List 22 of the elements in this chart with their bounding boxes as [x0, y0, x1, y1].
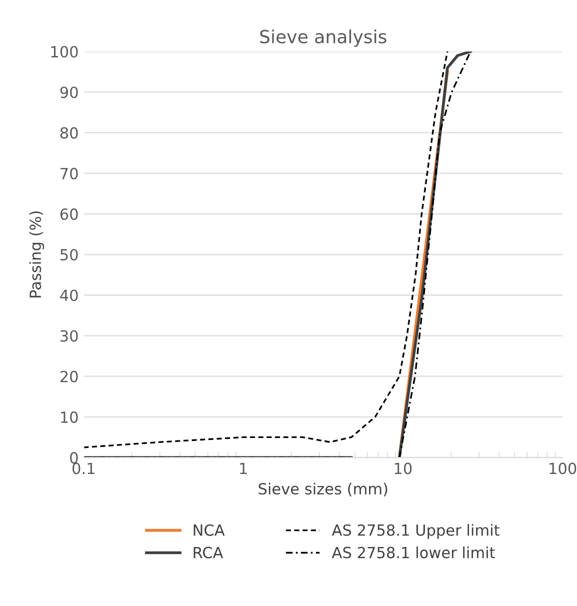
y-tick-label: 0	[70, 452, 78, 464]
y-tick-label: 10	[61, 411, 78, 423]
chart-title: Sieve analysis	[260, 29, 386, 47]
x-tick-label: 1	[240, 462, 247, 474]
y-tick-label: 100	[51, 46, 78, 58]
legend-label: AS 2758.1 Upper limit	[332, 524, 500, 539]
y-tick-label: 60	[60, 208, 78, 220]
x-tick-label: 0.1	[72, 462, 94, 474]
x-tick-label: 100	[550, 462, 576, 474]
y-axis-title: Passing (%)	[29, 211, 44, 298]
x-axis-title: Sieve sizes (mm)	[258, 482, 388, 496]
y-tick-label: 20	[60, 370, 78, 382]
y-tick-label: 90	[60, 86, 78, 98]
y-tick-label: 50	[60, 248, 78, 261]
y-tick-label: 80	[60, 127, 78, 139]
legend-label: AS 2758.1 lower limit	[332, 546, 495, 558]
legend-label: NCA	[194, 524, 225, 536]
y-tick-label: 70	[60, 168, 78, 180]
y-tick-label: 40	[60, 290, 78, 302]
legend-label: RCA	[194, 546, 224, 558]
x-tick-label: 10	[394, 462, 412, 474]
y-tick-label: 30	[60, 330, 78, 342]
